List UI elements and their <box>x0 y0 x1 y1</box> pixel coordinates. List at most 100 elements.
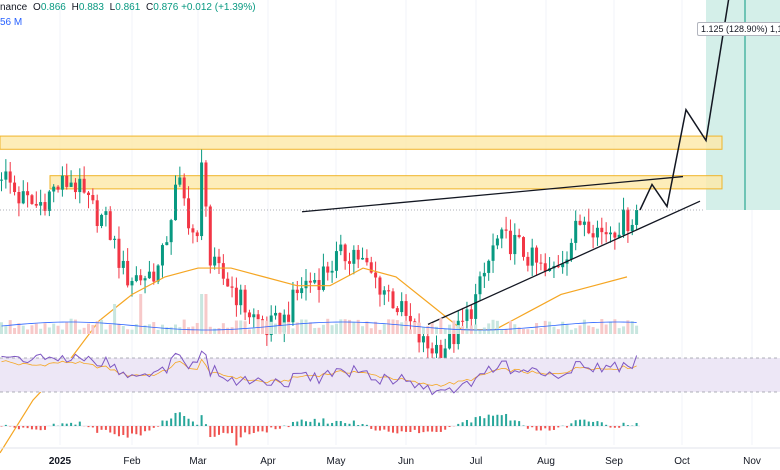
macd-bar <box>78 421 81 426</box>
volume-bar <box>208 326 212 334</box>
candle-body <box>365 257 369 263</box>
candle-body <box>0 179 3 181</box>
candle-body <box>169 220 173 243</box>
volume-bar <box>182 319 186 334</box>
macd-bar <box>161 420 164 426</box>
candle-body <box>221 263 225 279</box>
macd-bar <box>30 426 33 430</box>
volume-bar <box>8 320 12 334</box>
candle-body <box>174 184 177 221</box>
candle-body <box>504 229 508 231</box>
macd-bar <box>579 419 582 426</box>
volume-bar <box>43 323 47 334</box>
macd-bar <box>131 426 133 434</box>
x-tick-label: May <box>327 456 346 467</box>
macd-bar <box>539 426 542 431</box>
volume-bar <box>165 327 169 334</box>
macd-bar <box>339 421 342 426</box>
macd-pane <box>0 412 640 446</box>
volume-bar <box>622 326 626 334</box>
macd-bar <box>513 420 516 426</box>
volume-bar <box>130 329 134 334</box>
upper-trendline <box>301 175 684 213</box>
volume-bar <box>478 329 482 334</box>
x-tick-label: Feb <box>123 456 141 467</box>
candle-body <box>500 229 504 239</box>
macd-bar <box>400 426 403 432</box>
target-label[interactable]: 1.125 (128.90%) 1,1 <box>697 22 780 36</box>
volume-bar <box>95 321 99 334</box>
symbol-name[interactable]: nance <box>0 2 28 13</box>
candle-body <box>73 182 77 193</box>
candle-body <box>513 234 517 255</box>
candle-body <box>226 278 230 287</box>
macd-bar <box>235 426 238 446</box>
projection-path[interactable] <box>639 0 735 211</box>
volume-bar <box>334 323 338 334</box>
macd-bar <box>135 426 138 435</box>
candle-body <box>278 312 282 333</box>
trendlines[interactable] <box>301 175 701 325</box>
candle-body <box>187 198 191 229</box>
macd-bar <box>592 421 595 426</box>
macd-bar <box>313 418 316 426</box>
volume-bar <box>578 325 582 334</box>
candle-body <box>482 272 486 277</box>
candle-body <box>178 177 182 185</box>
volume-bar <box>574 328 578 334</box>
candle-body <box>613 232 617 238</box>
candle-body <box>369 262 373 273</box>
candle-body <box>95 200 99 227</box>
volume-bar <box>426 325 430 334</box>
volume-bar <box>195 322 199 334</box>
candle-body <box>165 242 169 246</box>
candle-body <box>230 286 234 288</box>
macd-bar <box>474 417 477 426</box>
volume-pane <box>0 294 639 334</box>
volume-bar <box>604 324 608 334</box>
candle-body <box>600 227 604 233</box>
resistance-zones[interactable] <box>0 135 723 190</box>
volume-bar <box>609 321 612 334</box>
volume-bar <box>21 325 25 334</box>
candle-body <box>274 312 278 316</box>
volume-bar <box>39 328 43 334</box>
macd-bar <box>26 426 29 429</box>
candle-body <box>508 230 512 255</box>
candle-body <box>65 175 69 187</box>
projection-line <box>639 0 730 211</box>
volume-bar <box>143 325 147 334</box>
open-label: O <box>33 2 41 13</box>
candle-body <box>339 244 343 252</box>
volume-bar <box>435 326 438 334</box>
macd-bar <box>635 422 638 426</box>
x-tick-label: Oct <box>674 456 690 467</box>
candle-body <box>195 232 199 237</box>
volume-bar <box>300 319 304 334</box>
candle-body <box>17 192 21 204</box>
macd-bar <box>622 422 625 426</box>
macd-bar <box>100 426 103 430</box>
macd-bar <box>187 418 190 426</box>
volume-bar <box>404 320 408 334</box>
volume-bar <box>169 327 173 334</box>
candle-body <box>578 220 582 225</box>
macd-bar <box>252 426 255 433</box>
candle-body <box>78 178 82 193</box>
macd-bar <box>244 426 247 433</box>
volume-bar <box>508 320 512 334</box>
change-value: +0.012 (+1.39%) <box>181 2 256 13</box>
macd-bar <box>204 424 207 426</box>
macd-bar <box>609 426 612 428</box>
volume-bar <box>30 325 34 334</box>
volume-bar <box>4 325 8 334</box>
candle-body <box>91 195 95 201</box>
candle-body <box>39 202 43 206</box>
candle-body <box>452 330 456 345</box>
candle-body <box>582 221 586 225</box>
volume-bar <box>56 325 60 334</box>
candle-body <box>69 182 73 187</box>
candle-body <box>8 171 12 183</box>
macd-bar <box>583 419 586 426</box>
